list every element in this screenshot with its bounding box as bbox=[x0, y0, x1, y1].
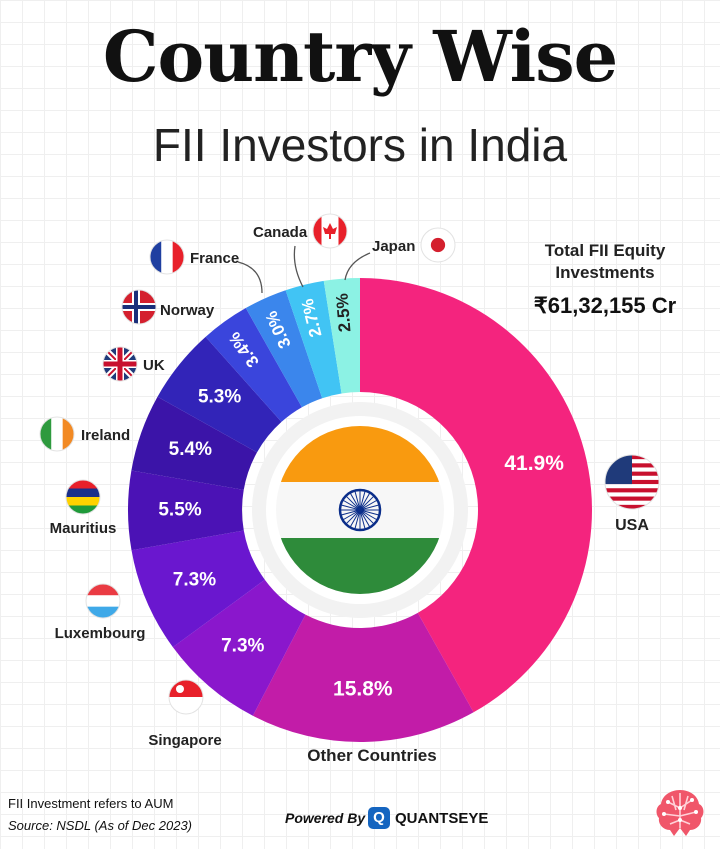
france-flag-icon bbox=[149, 239, 185, 275]
label-luxembourg: Luxembourg bbox=[55, 625, 146, 642]
label-singapore: Singapore bbox=[148, 732, 221, 749]
usa-flag-icon bbox=[604, 454, 660, 510]
label-ireland: Ireland bbox=[81, 427, 130, 444]
slice-luxembourg bbox=[131, 530, 265, 648]
canada-flag-icon bbox=[312, 213, 348, 249]
slice-norway bbox=[205, 308, 302, 422]
powered-by-label: Powered By bbox=[285, 810, 366, 826]
pct-label-usa: 41.9% bbox=[504, 452, 564, 475]
total-label: Total FII Equity Investments bbox=[544, 241, 666, 282]
country-labels: USA Other Countries Singapore Luxembourg Mau… bbox=[39, 213, 660, 765]
luxembourg-flag-icon bbox=[85, 583, 121, 619]
total-value: ₹61,32,155 Cr bbox=[533, 293, 677, 318]
label-other-countries: Other Countries bbox=[307, 746, 436, 765]
pct-label-luxembourg: 7.3% bbox=[173, 570, 216, 591]
slice-canada bbox=[285, 280, 342, 399]
slice-france bbox=[245, 290, 323, 408]
singapore-flag-icon bbox=[168, 679, 204, 715]
slice-ireland bbox=[131, 396, 258, 490]
connector-line bbox=[344, 252, 371, 281]
page-title: Country Wise bbox=[102, 15, 618, 98]
quantseye-logo-icon: Q bbox=[368, 807, 390, 829]
label-norway: Norway bbox=[160, 302, 215, 319]
label-canada: Canada bbox=[253, 224, 308, 241]
pct-label-japan: 2.5% bbox=[332, 293, 354, 333]
india-flag-icon bbox=[252, 402, 468, 618]
label-usa: USA bbox=[615, 517, 649, 534]
label-mauritius: Mauritius bbox=[50, 520, 117, 537]
ireland-flag-icon bbox=[39, 416, 75, 452]
pct-label-other-countries: 15.8% bbox=[333, 678, 393, 701]
pct-label-mauritius: 5.5% bbox=[158, 499, 201, 520]
norway-flag-icon bbox=[121, 289, 157, 325]
label-france: France bbox=[190, 250, 239, 267]
ashoka-chakra-icon bbox=[338, 488, 382, 532]
brain-icon bbox=[656, 790, 704, 836]
footer-source: Source: NSDL (As of Dec 2023) bbox=[8, 818, 193, 833]
label-uk: UK bbox=[143, 357, 165, 374]
footer-note: FII Investment refers to AUM bbox=[8, 796, 174, 811]
page-subtitle: FII Investors in India bbox=[152, 119, 568, 171]
pct-label-ireland: 5.4% bbox=[169, 439, 212, 460]
brand-name: QUANTSEYE bbox=[395, 810, 489, 827]
pct-label-uk: 5.3% bbox=[198, 386, 241, 407]
slice-uk bbox=[157, 336, 282, 453]
mauritius-flag-icon bbox=[65, 479, 101, 515]
slice-singapore bbox=[172, 579, 306, 716]
donut-slices bbox=[127, 278, 592, 742]
slice-other-countries bbox=[252, 612, 474, 742]
pct-label-singapore: 7.3% bbox=[221, 636, 264, 657]
connector-line bbox=[237, 261, 263, 294]
slice-japan bbox=[323, 278, 360, 394]
connector-line bbox=[293, 245, 304, 288]
japan-flag-icon bbox=[420, 227, 456, 263]
slice-mauritius bbox=[127, 470, 244, 551]
label-japan: Japan bbox=[372, 238, 415, 255]
slice-usa bbox=[360, 278, 592, 713]
uk-flag-icon bbox=[102, 346, 138, 382]
